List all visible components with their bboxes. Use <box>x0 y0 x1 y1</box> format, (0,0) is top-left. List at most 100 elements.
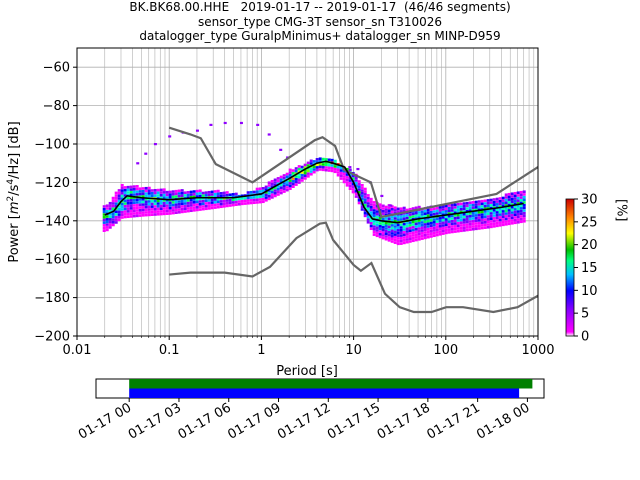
psd-cell <box>147 208 151 211</box>
psd-cell <box>279 186 283 189</box>
psd-cell <box>501 204 505 208</box>
psd-cell <box>120 186 124 190</box>
psd-cell <box>168 212 172 215</box>
psd-cell <box>519 212 523 216</box>
psd-cell <box>120 189 124 192</box>
psd-cell <box>393 241 397 244</box>
psd-cell <box>384 216 388 220</box>
psd-cell <box>126 185 130 189</box>
psd-cell <box>216 195 220 198</box>
psd-cell <box>447 212 451 215</box>
psd-cell <box>213 203 217 207</box>
psd-cell <box>342 172 346 176</box>
psd-cell <box>426 225 430 228</box>
psd-cell <box>306 172 310 175</box>
psd-cell <box>519 198 523 202</box>
psd-cell <box>510 205 514 209</box>
psd-cell <box>285 186 289 189</box>
psd-cell <box>462 207 466 211</box>
psd-cell <box>297 181 301 184</box>
psd-cell <box>186 193 190 197</box>
psd-cell <box>486 201 490 205</box>
psd-cell <box>141 214 145 217</box>
psd-cell <box>354 181 358 185</box>
psd-cell <box>195 200 199 204</box>
psd-scatter-point <box>389 204 393 207</box>
psd-cell <box>498 215 502 219</box>
psd-cell <box>144 203 148 206</box>
psd-cell <box>282 182 286 185</box>
psd-cell <box>117 207 121 211</box>
psd-cell <box>486 225 490 229</box>
psd-cell <box>111 196 115 200</box>
psd-cell <box>243 199 247 203</box>
psd-cell <box>465 209 469 213</box>
psd-cell <box>258 195 262 199</box>
psd-cell <box>294 167 298 170</box>
psd-cell <box>417 238 421 241</box>
chart-title: BK.BK68.00.HHE 2019-01-17 -- 2019-01-17 … <box>0 0 640 44</box>
psd-cell <box>420 215 424 219</box>
psd-cell <box>474 203 478 206</box>
psd-cell <box>135 209 139 212</box>
psd-cell <box>393 217 397 220</box>
psd-cell <box>189 204 193 207</box>
psd-cell <box>111 207 115 211</box>
psd-cell <box>237 197 241 201</box>
psd-cell <box>129 212 133 216</box>
psd-cell <box>456 221 460 225</box>
psd-cell <box>513 197 517 200</box>
psd-cell <box>108 210 112 213</box>
psd-cell <box>177 205 181 209</box>
psd-cell <box>162 196 166 200</box>
psd-scatter-point <box>223 121 227 125</box>
psd-cell <box>405 232 409 236</box>
psd-cell <box>141 197 145 201</box>
psd-cell <box>465 204 469 208</box>
psd-cell <box>111 218 115 221</box>
psd-cell <box>114 194 118 197</box>
psd-cell <box>516 220 520 224</box>
psd-cell <box>132 214 136 218</box>
psd-cell <box>453 214 457 217</box>
psd-cell <box>453 208 457 212</box>
psd-cell <box>426 222 430 226</box>
psd-cell <box>111 212 115 216</box>
psd-cell <box>108 218 112 221</box>
psd-cell <box>417 235 421 238</box>
psd-cell <box>435 212 439 215</box>
psd-cell <box>432 226 436 229</box>
psd-cell <box>408 221 412 224</box>
psd-cell <box>372 206 376 210</box>
psd-cell <box>417 221 421 225</box>
psd-cell <box>516 199 520 203</box>
psd-cell <box>423 225 427 229</box>
psd-cell <box>279 175 283 179</box>
psd-cell <box>330 166 334 170</box>
psd-cell <box>126 201 130 205</box>
psd-cell <box>180 207 184 211</box>
psd-cell <box>189 190 193 194</box>
psd-cell <box>366 215 370 219</box>
psd-cell <box>102 205 106 208</box>
psd-cell <box>453 222 457 225</box>
psd-cell <box>420 229 424 232</box>
psd-cell <box>519 207 523 210</box>
psd-cell <box>444 223 448 227</box>
psd-cell <box>279 191 283 195</box>
psd-cell <box>417 232 421 236</box>
psd-cell <box>369 211 373 214</box>
psd-cell <box>459 202 463 206</box>
psd-cell <box>513 208 517 211</box>
psd-cell <box>129 209 133 213</box>
colorbar-tick-label: 25 <box>581 215 598 230</box>
psd-cell <box>120 194 124 198</box>
psd-cell <box>360 192 364 195</box>
x-axis-label: Period [s] <box>276 364 338 379</box>
psd-cell <box>447 209 451 213</box>
psd-cell <box>159 188 163 192</box>
psd-cell <box>465 212 469 216</box>
psd-cell <box>162 207 166 210</box>
psd-cell <box>453 219 457 223</box>
psd-cell <box>192 209 196 212</box>
